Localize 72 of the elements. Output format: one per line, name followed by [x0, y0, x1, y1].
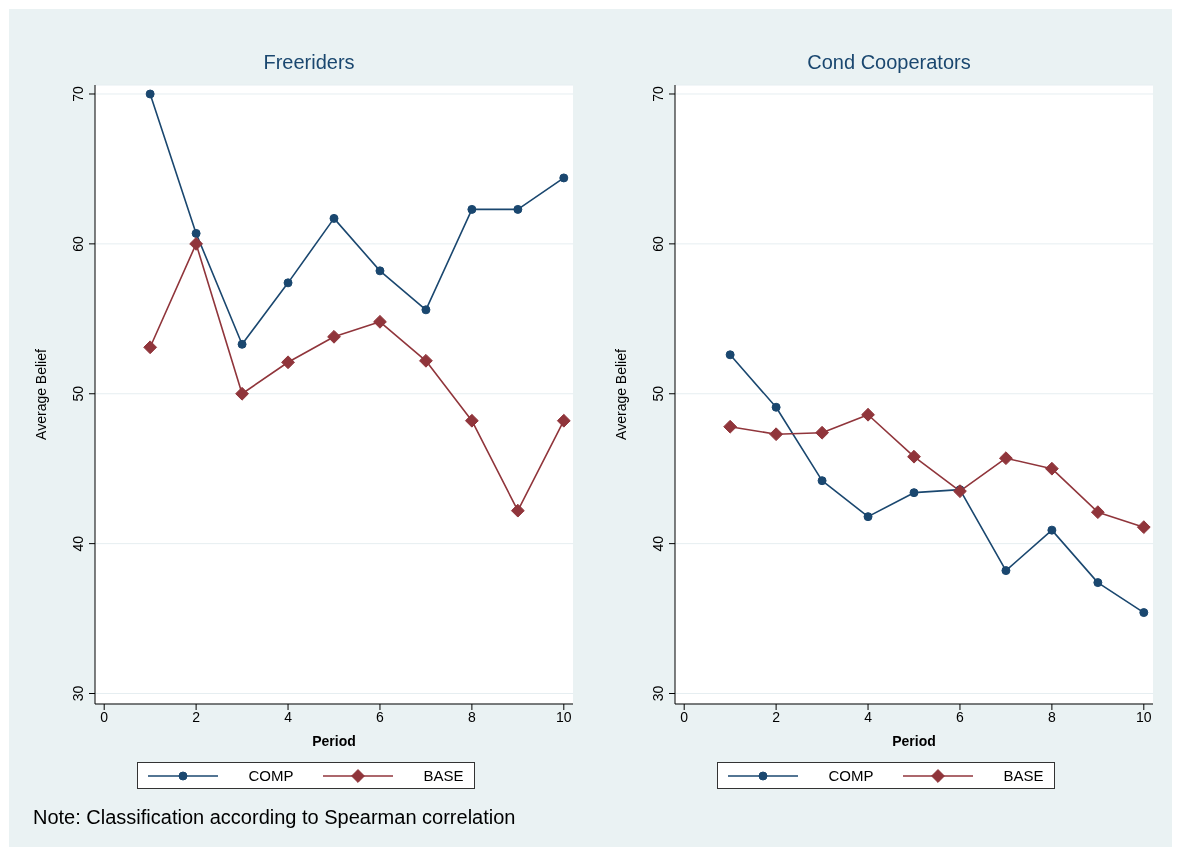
point: [329, 213, 339, 223]
point: [419, 353, 433, 368]
y-tick-label: 70: [70, 86, 86, 102]
y-axis-title: Average Belief: [32, 348, 49, 440]
point: [237, 339, 247, 349]
point: [909, 488, 919, 498]
y-tick-label: 30: [70, 685, 86, 702]
point: [1093, 578, 1103, 588]
point: [143, 340, 158, 355]
point: [1047, 525, 1057, 535]
point: [725, 350, 735, 360]
point: [1139, 608, 1149, 618]
point: [375, 266, 385, 276]
y-tick-label: 40: [70, 535, 86, 552]
point: [1136, 520, 1151, 535]
chart-title: Cond Cooperators: [806, 51, 972, 75]
y-tick-label: 60: [70, 235, 86, 252]
chart-title: Freeriders: [262, 51, 356, 75]
point: [145, 89, 155, 99]
x-tick-label: 4: [864, 708, 873, 725]
legend-label: COMP: [248, 767, 294, 784]
point: [953, 484, 967, 499]
point: [1044, 461, 1059, 476]
legend-label: BASE: [1003, 767, 1044, 784]
point: [769, 427, 784, 442]
point: [907, 449, 921, 464]
point: [1090, 505, 1105, 520]
x-tick-label: 8: [1047, 708, 1056, 725]
point: [723, 419, 738, 434]
point: [999, 451, 1013, 466]
y-tick-label: 50: [650, 385, 666, 402]
x-tick-label: 2: [772, 708, 781, 725]
x-tick-label: 10: [556, 708, 572, 725]
point: [861, 407, 875, 422]
x-tick-label: 6: [956, 708, 965, 725]
point: [283, 278, 293, 288]
text: Note: Classification according to Spearman correlation: [33, 806, 516, 829]
point: [863, 512, 873, 522]
y-tick-label: 70: [650, 86, 666, 102]
y-axis-title: Average Belief: [612, 348, 629, 440]
point: [513, 204, 523, 214]
x-axis-title: Period: [312, 733, 356, 749]
legend-label: COMP: [828, 767, 874, 784]
point: [235, 386, 249, 401]
point: [191, 228, 201, 238]
y-tick-label: 40: [650, 535, 666, 552]
x-tick-label: 8: [467, 708, 476, 725]
point: [559, 173, 569, 183]
legend-label: BASE: [423, 767, 464, 784]
point: [817, 476, 827, 486]
x-tick-label: 0: [680, 708, 689, 725]
point: [815, 425, 829, 440]
point: [464, 413, 479, 428]
point: [373, 314, 387, 329]
x-tick-label: 10: [1136, 708, 1152, 725]
point: [281, 355, 295, 370]
x-tick-label: 4: [284, 708, 293, 725]
point: [1001, 566, 1011, 576]
y-tick-label: 50: [70, 385, 86, 402]
y-tick-label: 60: [650, 235, 666, 252]
point: [556, 413, 571, 428]
x-axis-title: Period: [892, 733, 936, 749]
x-tick-label: 0: [100, 708, 109, 725]
point: [327, 329, 341, 344]
y-tick-label: 30: [650, 685, 666, 702]
point: [771, 402, 781, 412]
x-tick-label: 2: [192, 708, 201, 725]
point: [189, 236, 204, 251]
x-tick-label: 6: [376, 708, 385, 725]
point: [421, 305, 431, 315]
point: [510, 503, 525, 518]
point: [467, 204, 477, 214]
